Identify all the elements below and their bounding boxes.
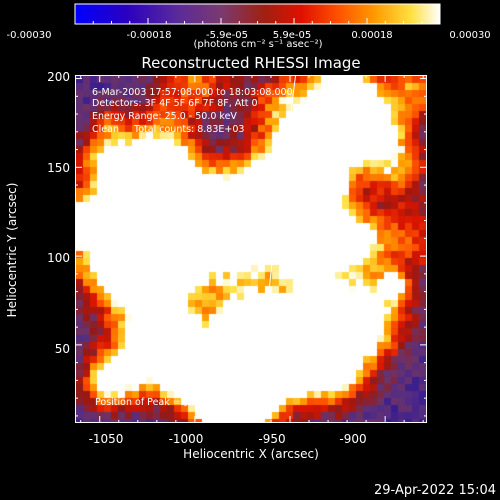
x-tick-label: -900 — [339, 432, 367, 446]
colorbar-gradient — [75, 4, 440, 24]
colorbar-tick: 0.00018 — [351, 30, 393, 41]
chart-title: Reconstructed RHESSI Image — [141, 54, 361, 72]
x-tick-label: -1050 — [88, 432, 124, 446]
colorbar — [75, 4, 440, 24]
x-tick-label: -950 — [258, 432, 286, 446]
colorbar-units: (photons cm⁻² s⁻¹ asec⁻²) — [193, 39, 323, 50]
time-range-label: 6-Mar-2003 17:57:08.000 to 18:03:08.000 — [92, 87, 293, 98]
colorbar-tick: -0.00018 — [126, 30, 172, 41]
timestamp: 29-Apr-2022 15:04 — [374, 483, 496, 498]
colorbar-tick: -5.9e-05 — [206, 30, 248, 41]
colorbar-tick: 0.00030 — [449, 30, 491, 41]
x-tick-label: -1000 — [168, 432, 204, 446]
y-tick-label: 200 — [47, 70, 70, 84]
y-tick-label: 150 — [47, 161, 70, 175]
x-axis-label: Heliocentric X (arcsec) — [183, 447, 319, 461]
colorbar-frame — [74, 3, 441, 25]
limb-curve — [257, 76, 296, 422]
peak-position-label: Position of Peak = [-974,25] — [95, 397, 228, 408]
colorbar-tick: 5.9e-05 — [272, 30, 312, 41]
heatmap-image — [76, 76, 426, 422]
clean-counts-label: Clean Total counts: 8.83E+03 — [92, 124, 245, 135]
limb-line — [257, 76, 296, 422]
plot-area: 6-Mar-2003 17:57:08.000 to 18:03:08.000 … — [75, 75, 427, 423]
y-tick-label: 50 — [54, 342, 70, 356]
y-axis-label: Heliocentric Y (arcsec) — [5, 182, 19, 318]
detectors-label: Detectors: 3F 4F 5F 6F 7F 8F, Att 0 — [92, 98, 258, 109]
energy-range-label: Energy Range: 25.0 - 50.0 keV — [92, 111, 237, 122]
colorbar-tick: -0.00030 — [6, 30, 52, 41]
y-tick-label: 100 — [47, 251, 70, 265]
